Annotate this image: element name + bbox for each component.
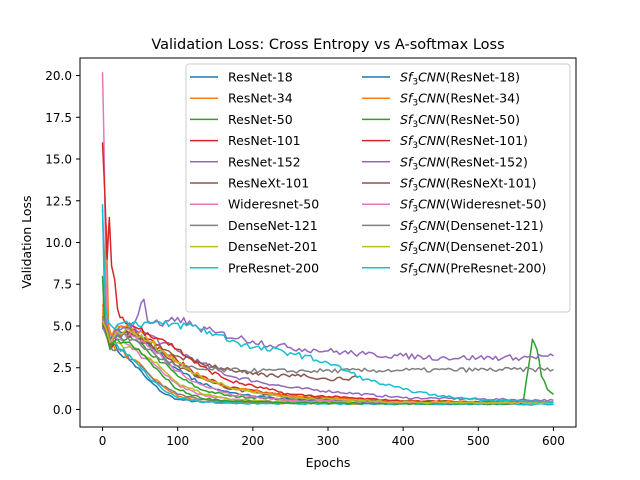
y-tick-label: 20.0 (45, 69, 72, 83)
y-tick-label: 7.5 (53, 278, 72, 292)
legend-frame (185, 63, 571, 313)
legend-label-sf3cnn-resnet-18: Sf3CNN(ResNet-18) (400, 70, 520, 88)
legend-label-sf3cnn-resnext-101: Sf3CNN(ResNeXt-101) (400, 176, 536, 194)
legend-label-preresnet-200: PreResnet-200 (228, 260, 319, 275)
y-tick-label: 12.5 (45, 194, 72, 208)
series-line-sf3cnn-resnet-101 (101, 142, 554, 405)
legend-label-wideresnet-50: Wideresnet-50 (228, 197, 319, 212)
x-axis: 0 100 200 300 400 500 600 (99, 427, 565, 448)
legend-label-sf3cnn-preresnet-200: Sf3CNN(PreResnet-200) (400, 260, 546, 278)
x-axis-label: Epochs (306, 455, 351, 470)
series-group (101, 72, 554, 406)
legend-label-densenet-121: DenseNet-121 (228, 218, 318, 233)
legend: ResNet-18 ResNet-34 ResNet-50 ResNet-101 Res… (185, 63, 571, 313)
y-tick-label: 2.5 (53, 361, 72, 375)
x-tick-label: 300 (317, 434, 340, 448)
x-tick-label: 100 (166, 434, 189, 448)
legend-label-resnet-34: ResNet-34 (228, 91, 293, 106)
legend-label-densenet-201: DenseNet-201 (228, 239, 318, 254)
y-axis-label: Validation Loss (19, 195, 34, 288)
legend-label-sf3cnn-densenet-121: Sf3CNN(Densenet-121) (400, 218, 544, 236)
legend-label-resnet-50: ResNet-50 (228, 112, 293, 127)
legend-label-resnet-152: ResNet-152 (228, 154, 301, 169)
legend-label-resnext-101: ResNeXt-101 (228, 176, 309, 191)
y-axis: 0.0 2.5 5.0 7.5 10.0 12.5 15.0 17.5 20.0 (45, 69, 80, 417)
x-tick-label: 400 (392, 434, 415, 448)
y-tick-label: 5.0 (53, 319, 72, 333)
series-line-sf3cnn-densenet-121 (101, 315, 554, 374)
legend-label-sf3cnn-resnet-101: Sf3CNN(ResNet-101) (400, 133, 528, 151)
y-tick-label: 15.0 (45, 153, 72, 167)
legend-label-sf3cnn-resnet-50: Sf3CNN(ResNet-50) (400, 112, 520, 130)
series-line-sf3cnn-resnet-152 (101, 298, 554, 362)
legend-label-resnet-101: ResNet-101 (228, 133, 301, 148)
y-tick-label: 0.0 (53, 403, 72, 417)
chart-title: Validation Loss: Cross Entropy vs A-soft… (151, 37, 504, 53)
legend-label-resnet-18: ResNet-18 (228, 70, 293, 85)
legend-label-sf3cnn-resnet-152: Sf3CNN(ResNet-152) (400, 154, 528, 172)
legend-label-sf3cnn-wideresnet-50: Sf3CNN(Wideresnet-50) (400, 197, 546, 215)
x-tick-label: 500 (467, 434, 490, 448)
y-tick-label: 17.5 (45, 111, 72, 125)
series-line-sf3cnn-preresnet-200 (101, 209, 554, 404)
legend-label-sf3cnn-resnet-34: Sf3CNN(ResNet-34) (400, 91, 520, 109)
x-tick-label: 0 (99, 434, 107, 448)
x-tick-label: 200 (241, 434, 264, 448)
series-line-sf3cnn-densenet-201 (101, 320, 554, 405)
x-tick-label: 600 (542, 434, 565, 448)
legend-label-sf3cnn-densenet-201: Sf3CNN(Densenet-201) (400, 239, 544, 257)
y-tick-label: 10.0 (45, 236, 72, 250)
series-line-preresnet-200 (101, 204, 554, 406)
